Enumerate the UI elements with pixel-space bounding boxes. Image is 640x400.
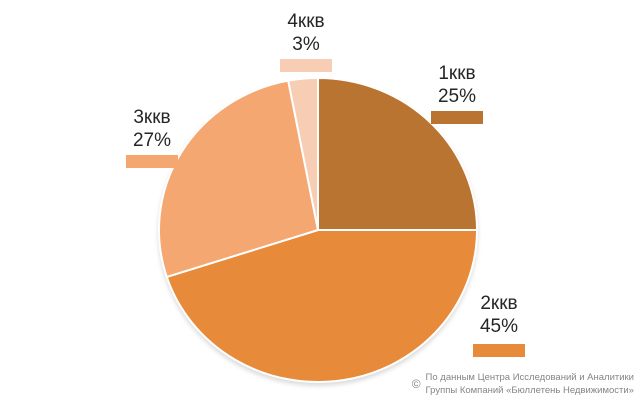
copyright-text: По данным Центра Исследований и Аналитик… xyxy=(426,371,634,397)
legend-swatch-2kkv xyxy=(473,344,525,357)
legend-swatch-3kkv xyxy=(126,155,178,168)
slice-percent: 25% xyxy=(437,86,477,107)
pie-slice-4kkv xyxy=(287,77,319,231)
label-4kkv: 4ккв 3% xyxy=(256,10,356,72)
legend-swatch-4kkv xyxy=(280,59,332,72)
slice-name: 3ккв xyxy=(133,107,171,128)
copyright-line2: Группы Компаний «Бюллетень Недвижимости» xyxy=(425,385,634,396)
slice-percent: 3% xyxy=(292,34,320,55)
slice-percent: 27% xyxy=(132,130,172,151)
pie-slice-1kkv xyxy=(317,77,478,231)
copyright-line1: По данным Центра Исследований и Аналитик… xyxy=(425,372,634,383)
copyright-icon: © xyxy=(411,377,421,391)
pie-slice-2kkv xyxy=(165,229,478,384)
slice-name: 2ккв xyxy=(480,293,518,314)
copyright-note: © По данным Центра Исследований и Аналит… xyxy=(412,371,634,397)
pie-slice-3kkv xyxy=(158,79,319,278)
slice-percent: 45% xyxy=(479,316,519,337)
label-2kkv: 2ккв 45% xyxy=(449,292,549,357)
slice-name: 4ккв xyxy=(287,11,325,32)
slice-name: 1ккв xyxy=(438,63,476,84)
label-1kkv: 1ккв 25% xyxy=(407,62,507,124)
legend-swatch-1kkv xyxy=(431,111,483,124)
label-3kkv: 3ккв 27% xyxy=(102,106,202,168)
